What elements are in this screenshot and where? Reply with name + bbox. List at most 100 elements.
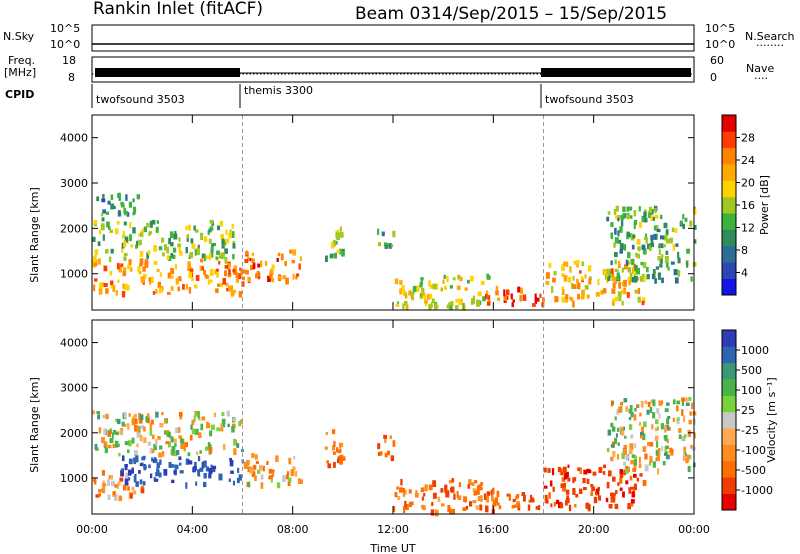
velocity-echo-cell bbox=[623, 448, 627, 456]
velocity-echo-cell bbox=[109, 438, 114, 444]
velocity-echo-cell bbox=[141, 425, 144, 430]
velocity-echo-cell bbox=[491, 494, 494, 502]
velocity-echo-cell bbox=[131, 418, 136, 426]
velocity-cbar-swatch bbox=[722, 395, 736, 413]
velocity-echo-cell bbox=[549, 480, 553, 487]
power-echo-cell bbox=[215, 288, 219, 293]
power-echo-cell bbox=[242, 269, 246, 274]
velocity-echo-cell bbox=[667, 416, 671, 420]
power-echo-cell bbox=[642, 297, 646, 303]
power-echo-cell bbox=[144, 261, 149, 268]
velocity-echo-cell bbox=[115, 431, 119, 436]
velocity-echo-cell bbox=[591, 486, 596, 492]
velocity-echo-cell bbox=[676, 405, 679, 412]
velocity-echo-cell bbox=[171, 446, 176, 453]
velocity-echo-cell bbox=[688, 397, 692, 402]
power-echo-cell bbox=[421, 290, 425, 297]
velocity-echo-cell bbox=[593, 496, 598, 504]
power-echo-cell bbox=[449, 305, 453, 310]
power-ylabel: Slant Range [km] bbox=[28, 187, 41, 283]
velocity-echo-cell bbox=[128, 477, 131, 481]
power-echo-cell bbox=[653, 225, 657, 231]
velocity-echo-cell bbox=[631, 493, 636, 498]
power-echo-cell bbox=[611, 276, 616, 282]
velocity-echo-cell bbox=[422, 505, 426, 511]
velocity-echo-cell bbox=[686, 454, 690, 462]
power-echo-cell bbox=[580, 296, 585, 300]
velocity-echo-cell bbox=[185, 482, 188, 489]
power-echo-cell bbox=[644, 237, 647, 241]
velocity-echo-cell bbox=[290, 469, 295, 477]
power-echo-cell bbox=[220, 252, 225, 260]
velocity-echo-cell bbox=[566, 495, 569, 501]
power-echo-cell bbox=[629, 272, 633, 280]
velocity-echo-cell bbox=[339, 454, 344, 462]
power-echo-cell bbox=[221, 245, 225, 249]
power-echo-cell bbox=[190, 268, 194, 272]
velocity-cbar-swatch bbox=[722, 379, 736, 396]
power-echo-cell bbox=[428, 280, 431, 287]
power-echo-cell bbox=[620, 214, 624, 221]
power-echo-cell bbox=[166, 291, 171, 295]
velocity-echo-cell bbox=[568, 504, 572, 512]
power-echo-cell bbox=[177, 286, 181, 292]
power-echo-cell bbox=[209, 219, 214, 224]
velocity-echo-cell bbox=[552, 486, 555, 492]
velocity-echo-cell bbox=[213, 412, 217, 418]
power-echo-cell bbox=[138, 239, 142, 246]
velocity-echo-cell bbox=[220, 428, 224, 432]
power-echo-cell bbox=[446, 275, 449, 283]
velocity-echo-cell bbox=[143, 437, 147, 444]
power-cbar-tick-label: 20 bbox=[741, 177, 755, 190]
power-echo-cell bbox=[675, 243, 679, 247]
power-echo-cell bbox=[621, 300, 624, 306]
velocity-echo-cell bbox=[612, 492, 616, 497]
velocity-echo-cell bbox=[180, 438, 184, 444]
velocity-echo-cell bbox=[192, 469, 195, 473]
power-echo-cell bbox=[120, 263, 124, 267]
power-echo-cell bbox=[118, 195, 121, 201]
velocity-echo-cell bbox=[195, 481, 198, 486]
power-echo-cell bbox=[233, 265, 238, 273]
velocity-echo-cell bbox=[221, 412, 225, 417]
velocity-echo-cell bbox=[448, 479, 452, 484]
power-echo-cell bbox=[626, 214, 630, 220]
velocity-echo-cell bbox=[96, 447, 99, 451]
power-echo-cell bbox=[339, 231, 344, 238]
power-echo-cell bbox=[637, 296, 641, 303]
velocity-echo-cell bbox=[400, 479, 403, 486]
velocity-echo-cell bbox=[608, 504, 613, 509]
power-echo-cell bbox=[669, 237, 673, 244]
velocity-echo-cell bbox=[254, 454, 258, 460]
velocity-echo-cell bbox=[628, 424, 633, 430]
velocity-echo-cell bbox=[299, 479, 303, 484]
velocity-echo-cell bbox=[249, 466, 253, 471]
velocity-echo-cell bbox=[268, 468, 273, 474]
velocity-echo-cell bbox=[238, 474, 242, 481]
power-echo-cell bbox=[616, 272, 620, 280]
velocity-echo-cell bbox=[124, 423, 127, 427]
power-echo-cell bbox=[271, 264, 275, 271]
velocity-echo-cell bbox=[441, 503, 445, 507]
velocity-echo-cell bbox=[621, 430, 625, 436]
power-echo-cell bbox=[147, 250, 151, 255]
velocity-echo-cell bbox=[668, 426, 671, 431]
power-echo-cell bbox=[100, 213, 104, 217]
velocity-echo-cell bbox=[633, 414, 637, 421]
power-echo-cell bbox=[572, 300, 575, 308]
velocity-echo-cell bbox=[621, 452, 625, 459]
velocity-echo-cell bbox=[174, 442, 177, 447]
power-echo-cell bbox=[534, 297, 537, 304]
velocity-echo-cell bbox=[218, 473, 223, 481]
power-echo-cell bbox=[98, 288, 103, 295]
velocity-echo-cell bbox=[243, 462, 247, 467]
nsearch-label: N.Search bbox=[745, 30, 795, 43]
velocity-echo-cell bbox=[236, 477, 240, 484]
power-echo-cell bbox=[136, 194, 141, 200]
velocity-echo-cell bbox=[236, 443, 240, 448]
power-echo-cell bbox=[151, 219, 156, 225]
power-echo-cell bbox=[636, 253, 641, 259]
power-echo-cell bbox=[110, 280, 114, 286]
power-echo-cell bbox=[208, 238, 212, 244]
velocity-echo-cell bbox=[112, 443, 116, 449]
